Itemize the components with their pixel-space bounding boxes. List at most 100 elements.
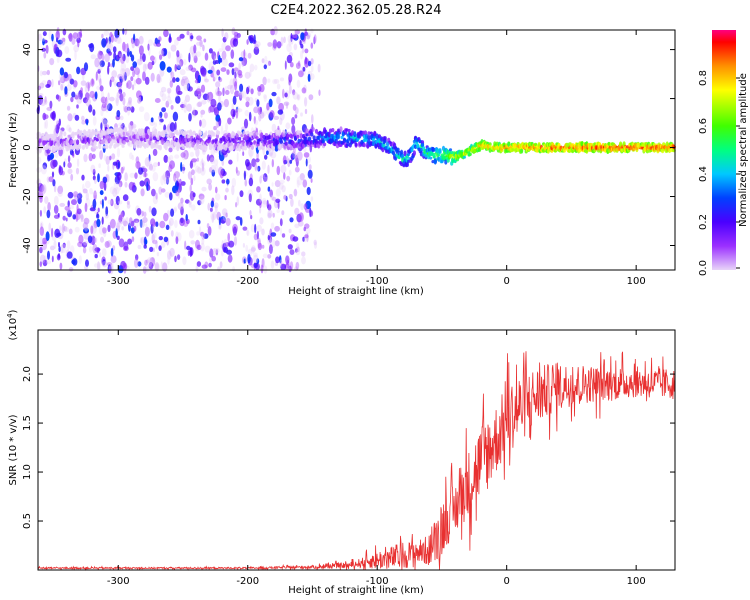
spectrogram-ridge-cell <box>92 145 96 149</box>
spectrogram-ridge-cell <box>478 147 482 152</box>
spectrogram-ridge-cell <box>149 131 153 137</box>
colorbar-label: Normalized spectral amplitude <box>738 73 749 227</box>
spectrogram-ridge-cell <box>196 139 200 144</box>
spectrogram-noise-cell <box>67 113 73 122</box>
spectrogram-noise-cell <box>267 164 270 174</box>
snr-frame <box>37 329 676 571</box>
figure-title: C2E4.2022.362.05.28.R24 <box>270 3 441 18</box>
spectrogram-noise-cell <box>271 182 274 187</box>
spectrogram-noise-cell <box>62 215 66 221</box>
spectrogram-noise-cell <box>223 238 228 248</box>
spectrogram-ridge-cell <box>432 152 436 159</box>
spectrogram-noise-cell <box>63 161 66 168</box>
spectrogram-noise-cell <box>248 177 254 187</box>
spectrogram-noise-cell <box>85 192 90 201</box>
spectrogram-noise-cell <box>134 258 139 269</box>
spectrogram-noise-cell <box>196 35 202 41</box>
spectrogram-noise-cell <box>149 120 155 127</box>
spectrogram-ridge-cell <box>255 132 259 136</box>
spectrogram-noise-cell <box>211 255 216 262</box>
spectrogram-noise-cell <box>124 67 131 77</box>
spectrogram-ridge-cell <box>367 131 371 136</box>
spectrogram-ridge-cell <box>114 133 118 137</box>
spectrogram-ridge-cell <box>320 131 324 137</box>
spectrogram-noise-cell <box>180 161 183 172</box>
spectrogram-noise-cell <box>246 86 250 95</box>
spectrogram-ridge-cell <box>296 134 300 139</box>
spectrogram-noise-cell <box>294 114 298 119</box>
spectrogram-noise-cell <box>64 205 71 211</box>
spectrogram-noise-cell <box>144 171 147 178</box>
spectrogram-noise-cell <box>247 253 251 264</box>
spectrogram-noise-cell <box>130 66 135 71</box>
spectrogram-noise-cell <box>176 181 179 187</box>
spectrogram-noise-cell <box>49 100 53 109</box>
spectrogram-noise-cell <box>239 190 244 198</box>
spectrogram-ridge-cell <box>242 137 246 141</box>
spectrogram-noise-cell <box>159 118 164 123</box>
spectrogram-noise-cell <box>237 69 243 76</box>
spectrogram-noise-cell <box>180 181 186 186</box>
spectrogram-noise-cell <box>107 199 113 205</box>
spectrogram-noise-cell <box>189 184 192 193</box>
spectrogram-noise-cell <box>259 193 262 203</box>
spectrogram-noise-cell <box>72 152 75 158</box>
spectrogram-noise-cell <box>253 116 256 124</box>
spectrogram-noise-cell <box>172 185 178 194</box>
spectrogram-noise-cell <box>148 154 151 162</box>
spectrogram-noise-cell <box>100 236 104 243</box>
spectrogram-noise-cell <box>115 95 120 104</box>
spectrogram-noise-cell <box>188 112 192 122</box>
spectrogram-noise-cell <box>294 223 300 229</box>
spectrogram-noise-cell <box>101 216 104 225</box>
spectrogram-noise-cell <box>304 223 310 229</box>
spectrogram-noise-cell <box>103 155 108 162</box>
spectrogram-noise-cell <box>271 196 277 201</box>
spectrogram-noise-cell <box>109 31 113 38</box>
spectrogram-noise-cell <box>109 79 112 88</box>
spectrogram-noise-cell <box>225 122 228 132</box>
spectrogram-noise-cell <box>102 102 107 109</box>
spectrogram-noise-cell <box>208 61 214 71</box>
spectrogram-noise-cell <box>189 160 193 169</box>
spectrogram-noise-cell <box>209 248 214 258</box>
spectrogram-noise-cell <box>274 240 280 247</box>
spectrogram-noise-cell <box>71 91 76 98</box>
spectrogram-noise-cell <box>150 117 154 123</box>
spectrogram-ridge-cell <box>353 131 357 138</box>
snr-x-tick-label: -300 <box>107 576 130 587</box>
spectrogram-noise-cell <box>77 192 83 199</box>
spectrogram-noise-cell <box>289 61 294 68</box>
spectrogram-noise-cell <box>68 205 75 210</box>
spectrogram-noise-cell <box>68 228 73 235</box>
spectrogram-noise-cell <box>138 45 144 55</box>
spectrogram-noise-cell <box>294 207 300 216</box>
spectrogram-noise-cell <box>218 166 224 176</box>
spectrogram-noise-cell <box>245 244 249 252</box>
spectrogram-noise-cell <box>264 55 268 61</box>
spectrogram-noise-cell <box>216 69 221 76</box>
spectrogram-noise-cell <box>232 95 237 106</box>
spectrogram-noise-cell <box>36 178 41 187</box>
spectrogram-noise-cell <box>46 259 51 265</box>
spectrogram-noise-cell <box>214 164 219 174</box>
spectrogram-noise-cell <box>221 58 228 67</box>
spectrogram-noise-cell <box>188 64 194 71</box>
spectrogram-ridge-cell <box>210 144 214 148</box>
spectrogram-noise-cell <box>304 234 309 239</box>
spectrogram-noise-cell <box>193 44 197 54</box>
spectrogram-noise-cell <box>182 59 187 66</box>
spectrogram-noise-cell <box>243 258 246 264</box>
spectrogram-noise-cell <box>44 96 47 103</box>
spectrogram-noise-cell <box>40 165 47 175</box>
spectrogram-noise-cell <box>317 63 321 73</box>
spectrogram-noise-cell <box>109 96 115 102</box>
spectrogram-noise-cell <box>46 69 50 76</box>
spectrogram-noise-cell <box>60 244 67 253</box>
spectrogram-noise-cell <box>104 196 107 201</box>
spectrogram-noise-cell <box>165 175 171 184</box>
spectrogram-noise-cell <box>145 223 148 228</box>
spectrogram-ridge-cell <box>321 139 326 144</box>
spectrogram-noise-cell <box>259 111 265 119</box>
spectrogram-noise-cell <box>92 191 98 196</box>
